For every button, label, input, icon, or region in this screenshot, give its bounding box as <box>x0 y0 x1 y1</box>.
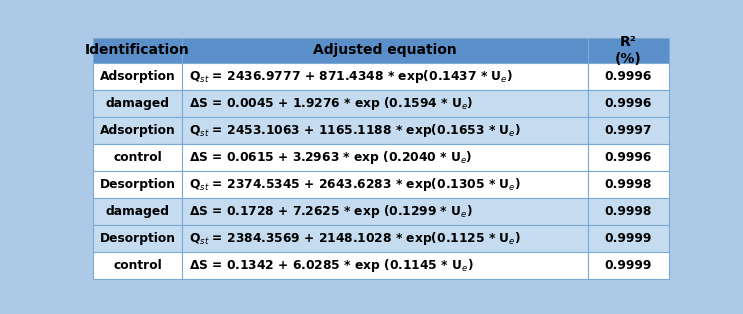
Bar <box>93 225 182 252</box>
Bar <box>93 144 182 171</box>
Text: ΔS = 0.1342 + 6.0285 * exp (0.1145 * U$_e$): ΔS = 0.1342 + 6.0285 * exp (0.1145 * U$_… <box>189 257 473 274</box>
Text: Adjusted equation: Adjusted equation <box>314 43 457 57</box>
Bar <box>588 90 669 117</box>
Bar <box>588 171 669 198</box>
Text: 0.9996: 0.9996 <box>605 151 652 164</box>
Bar <box>588 38 669 63</box>
Text: 0.9996: 0.9996 <box>605 70 652 83</box>
Text: Adsorption: Adsorption <box>100 124 175 137</box>
Bar <box>182 38 588 63</box>
Bar <box>93 198 182 225</box>
Text: Desorption: Desorption <box>100 178 175 191</box>
Text: 0.9999: 0.9999 <box>605 259 652 273</box>
Bar <box>93 171 182 198</box>
Text: control: control <box>113 151 162 164</box>
Bar <box>93 252 182 279</box>
Text: Q$_{st}$ = 2453.1063 + 1165.1188 * exp(0.1653 * U$_e$): Q$_{st}$ = 2453.1063 + 1165.1188 * exp(0… <box>189 122 521 139</box>
Bar <box>182 144 588 171</box>
Text: 0.9999: 0.9999 <box>605 232 652 246</box>
Text: ΔS = 0.0615 + 3.2963 * exp (0.2040 * U$_e$): ΔS = 0.0615 + 3.2963 * exp (0.2040 * U$_… <box>189 149 473 166</box>
Bar <box>93 117 182 144</box>
Text: Adsorption: Adsorption <box>100 70 175 83</box>
Bar <box>182 63 588 90</box>
Bar <box>588 117 669 144</box>
Bar <box>182 117 588 144</box>
Text: damaged: damaged <box>106 97 169 110</box>
Text: control: control <box>113 259 162 273</box>
Text: damaged: damaged <box>106 205 169 218</box>
Text: Q$_{st}$ = 2436.9777 + 871.4348 * exp(0.1437 * U$_e$): Q$_{st}$ = 2436.9777 + 871.4348 * exp(0.… <box>189 68 513 85</box>
Bar <box>93 63 182 90</box>
Bar <box>182 198 588 225</box>
Text: 0.9997: 0.9997 <box>605 124 652 137</box>
Bar <box>588 198 669 225</box>
Bar <box>93 90 182 117</box>
Text: 0.9998: 0.9998 <box>605 178 652 191</box>
Bar <box>182 171 588 198</box>
Text: ΔS = 0.1728 + 7.2625 * exp (0.1299 * U$_e$): ΔS = 0.1728 + 7.2625 * exp (0.1299 * U$_… <box>189 203 473 220</box>
Text: R²
(%): R² (%) <box>615 35 642 66</box>
Text: Q$_{st}$ = 2384.3569 + 2148.1028 * exp(0.1125 * U$_e$): Q$_{st}$ = 2384.3569 + 2148.1028 * exp(0… <box>189 230 521 247</box>
Bar <box>588 252 669 279</box>
Bar <box>588 63 669 90</box>
Text: 0.9998: 0.9998 <box>605 205 652 218</box>
Text: 0.9996: 0.9996 <box>605 97 652 110</box>
Bar <box>93 38 182 63</box>
Text: Desorption: Desorption <box>100 232 175 246</box>
Bar <box>588 144 669 171</box>
Text: ΔS = 0.0045 + 1.9276 * exp (0.1594 * U$_e$): ΔS = 0.0045 + 1.9276 * exp (0.1594 * U$_… <box>189 95 473 112</box>
Bar <box>182 225 588 252</box>
Bar <box>588 225 669 252</box>
Bar <box>182 252 588 279</box>
Text: Identification: Identification <box>85 43 190 57</box>
Text: Q$_{st}$ = 2374.5345 + 2643.6283 * exp(0.1305 * U$_e$): Q$_{st}$ = 2374.5345 + 2643.6283 * exp(0… <box>189 176 521 193</box>
Bar <box>182 90 588 117</box>
